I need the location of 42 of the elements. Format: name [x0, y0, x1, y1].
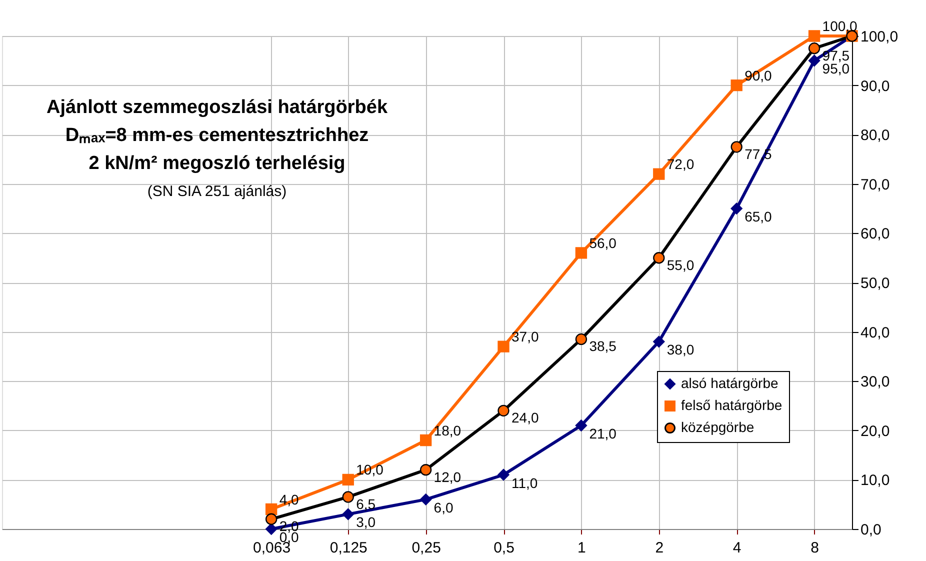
legend-label: alsó határgörbe [681, 375, 779, 391]
data-label: 38,0 [666, 342, 694, 358]
x-tick-label: 4 [732, 540, 742, 556]
y-tick-label: 10,0 [860, 472, 890, 490]
y-tick-label: 30,0 [860, 374, 890, 391]
x-tick-label: 0,25 [412, 540, 441, 556]
data-label: 2,0 [279, 518, 299, 534]
y-tick-label: 70,0 [860, 176, 890, 194]
data-label: 12,0 [434, 468, 462, 485]
data-label: 18,0 [434, 422, 462, 438]
data-label: 3,0 [356, 514, 376, 530]
data-label: 55,0 [666, 256, 694, 273]
data-label: 6,0 [434, 499, 454, 516]
x-tick-label: 1 [578, 540, 586, 556]
y-tick-label: 80,0 [860, 127, 890, 144]
x-tick-label: 0,5 [494, 540, 514, 556]
x-tick-label: 2 [655, 540, 664, 556]
data-label: 11,0 [512, 474, 538, 491]
y-tick-label: 50,0 [860, 275, 890, 292]
data-label: 24,0 [512, 410, 539, 426]
data-label: 38,5 [589, 338, 617, 354]
data-label: 72,0 [666, 156, 694, 172]
text: (SN SIA 251 ajánlás) [147, 183, 287, 200]
text: Ajánlott szemmegoszlási határgörbék Dₘₐₓ=8 mm-es cementesztrichhez 2 kN/m² megoszló terhelésig [46, 97, 388, 174]
legend-label: középgörbe [681, 419, 754, 435]
y-tick-label: 20,0 [860, 422, 890, 440]
data-label: 37,0 [512, 328, 539, 345]
data-label: 65,0 [744, 208, 772, 225]
data-label: 97,5 [822, 47, 850, 64]
data-label: 95,0 [822, 60, 850, 77]
x-tick-label: 0,125 [330, 540, 368, 556]
data-label: 6,5 [356, 496, 376, 512]
x-tick-label: 8 [810, 540, 819, 556]
y-tick-label: 0,0 [860, 522, 882, 538]
data-label: 100,0 [822, 18, 858, 34]
y-tick-label: 90,0 [860, 78, 890, 95]
legend-label: felső határgörbe [681, 397, 782, 413]
y-tick-label: 100,0 [860, 28, 898, 46]
data-label: 56,0 [589, 234, 617, 251]
y-tick-label: 60,0 [860, 226, 890, 243]
data-label: 21,0 [589, 425, 617, 442]
y-tick-label: 40,0 [860, 324, 890, 342]
